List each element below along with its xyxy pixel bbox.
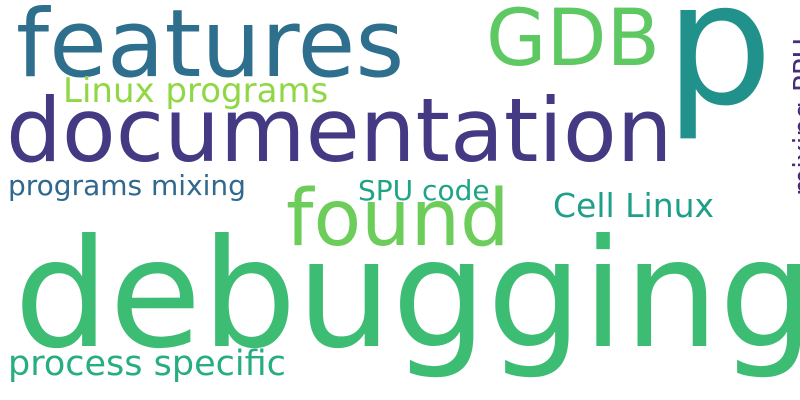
- word-programs-mixing: programs mixing: [8, 172, 246, 200]
- word-process-specific: process specific: [8, 347, 286, 382]
- word-p: p: [665, 0, 773, 130]
- word-gdb: GDB: [486, 0, 660, 78]
- word-mixing-ppu: mixing PPU: [790, 38, 800, 196]
- word-documentation: documentation: [6, 87, 673, 175]
